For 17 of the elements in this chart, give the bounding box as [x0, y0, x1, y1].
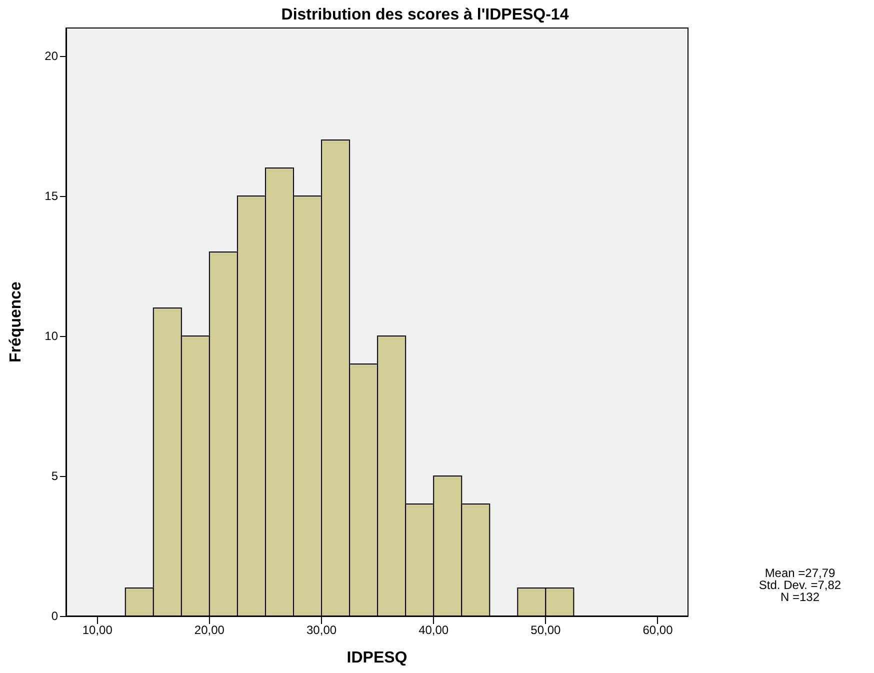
- x-tick-label: 50,00: [530, 623, 562, 637]
- y-tick-label: 5: [51, 469, 58, 483]
- x-tick-label: 60,00: [642, 623, 674, 637]
- x-axis-title: IDPESQ: [346, 650, 408, 666]
- text: Std. Dev. =7,82: [758, 578, 842, 592]
- x-tick-label: 20,00: [194, 623, 225, 637]
- chart-title: Distribution des scores à l'IDPESQ-14: [281, 6, 569, 24]
- x-tick-label: 30,00: [306, 623, 337, 637]
- y-tick-label: 15: [44, 189, 58, 203]
- text: N =132: [780, 590, 820, 604]
- x-tick-label: 40,00: [418, 623, 449, 637]
- y-tick-label: 10: [44, 329, 58, 343]
- y-tick-label: 20: [44, 49, 58, 63]
- y-axis-title: Fréquence: [8, 281, 24, 362]
- y-tick-label: 0: [51, 609, 58, 623]
- text: Mean =27,79: [764, 566, 836, 580]
- x-tick-label: 10,00: [82, 623, 113, 637]
